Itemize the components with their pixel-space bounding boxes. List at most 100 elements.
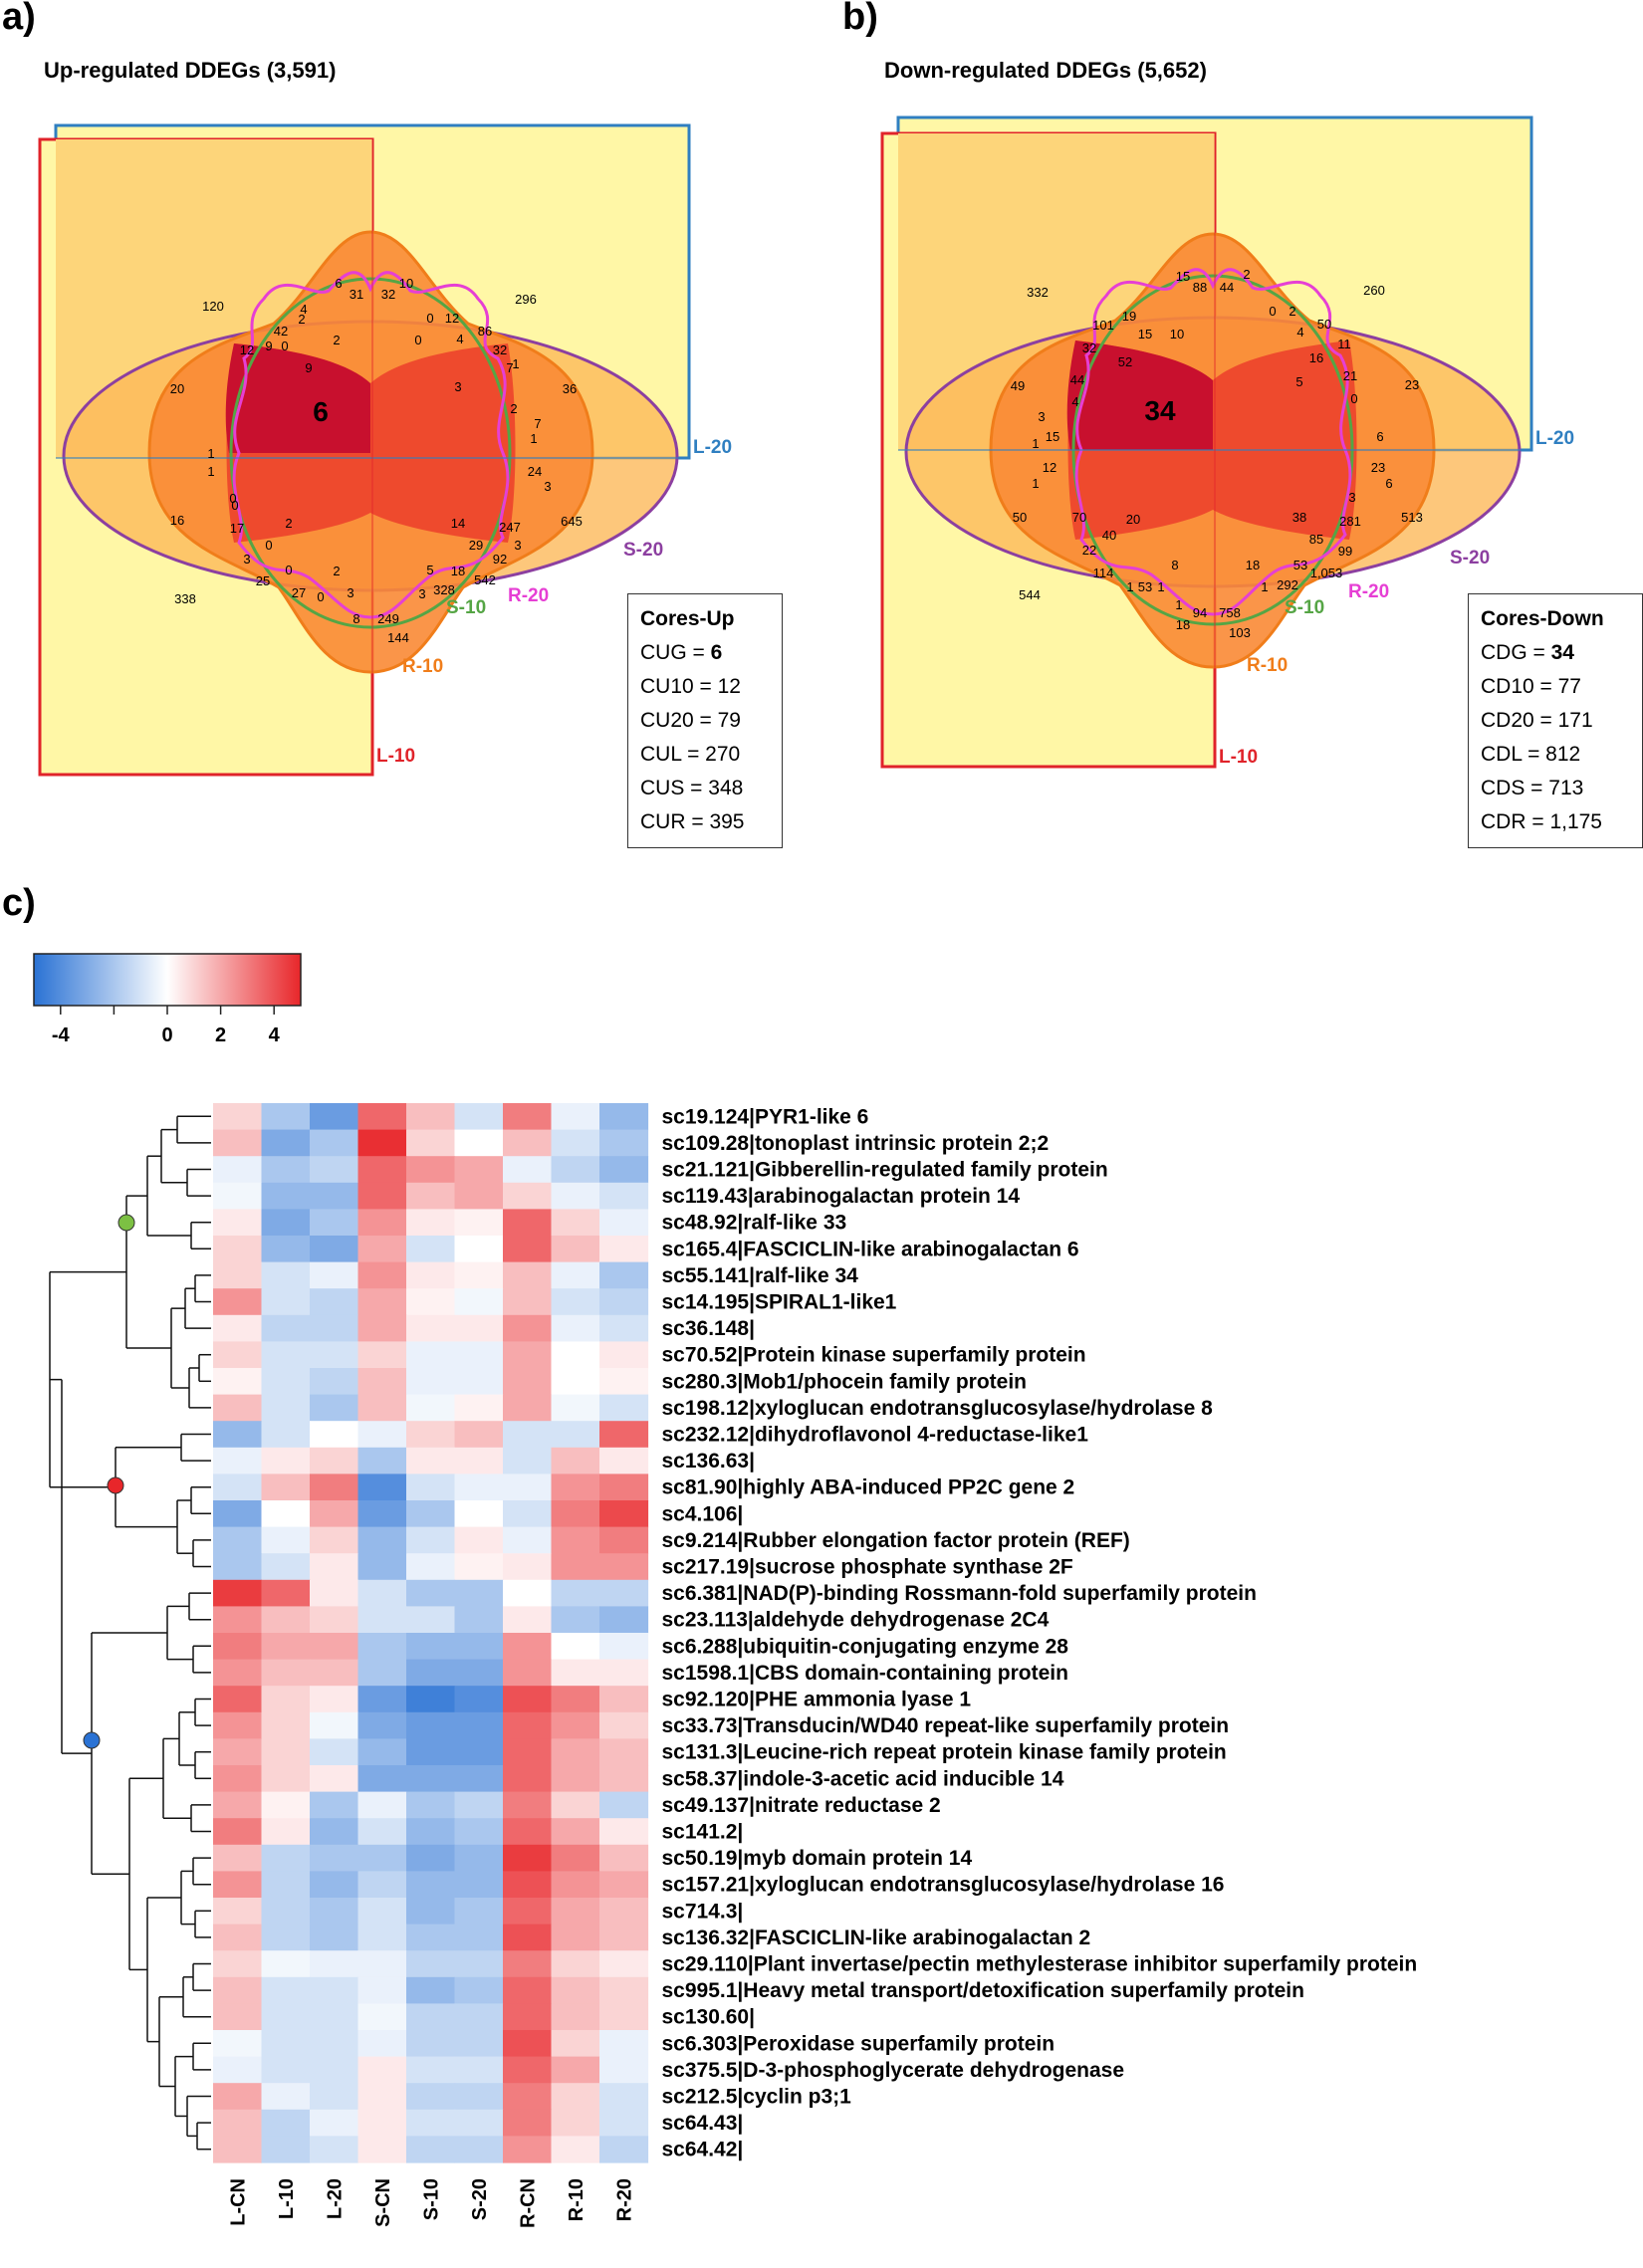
venn-down-region-value: 18 <box>1176 617 1190 632</box>
heatmap-cell <box>454 1288 504 1316</box>
column-label: L-CN <box>227 2178 249 2226</box>
heatmap-cell <box>213 1686 263 1713</box>
heatmap-cell <box>551 1553 600 1581</box>
heatmap-cell <box>357 1818 407 1846</box>
heatmap-cell <box>261 1711 311 1739</box>
heatmap-cell <box>310 2056 359 2084</box>
heatmap-cell <box>551 1579 600 1607</box>
heatmap-cell <box>357 1314 407 1342</box>
heatmap-cell <box>503 1711 553 1739</box>
venn-down-region-value: 3 <box>1038 409 1045 424</box>
heatmap-cell <box>599 1474 649 1501</box>
legend-tick-label: 0 <box>161 1024 172 1046</box>
heatmap-cell <box>454 1156 504 1184</box>
venn-up-region-value: 8 <box>352 611 359 626</box>
cores-down-box: Cores-Down CDG = 34 CD10 = 77 CD20 = 171… <box>1468 593 1643 848</box>
heatmap-cell <box>213 1844 263 1872</box>
heatmap-cell <box>454 1236 504 1263</box>
panel-a-title: Up-regulated DDEGs (3,591) <box>44 58 337 83</box>
venn-up-region-value: 18 <box>451 564 465 578</box>
gene-label: sc714.3| <box>662 1900 744 1923</box>
venn-down-region-value: 2 <box>1243 267 1250 282</box>
venn-down-region-value: 544 <box>1019 587 1041 602</box>
column-label: R-CN <box>517 2178 539 2228</box>
gene-label: sc119.43|arabinogalactan protein 14 <box>662 1185 1021 1208</box>
gene-label: sc29.110|Plant invertase/pectin methyles… <box>662 1953 1418 1976</box>
heatmap-cell <box>551 1950 600 1978</box>
legend-tick-label: 4 <box>269 1024 281 1046</box>
heatmap-cell <box>503 1526 553 1554</box>
venn-up-region-value: 0 <box>265 538 272 553</box>
venn-down-region-value: 4 <box>1071 394 1078 409</box>
heatmap-cell <box>357 1606 407 1634</box>
venn-down-region-value: 12 <box>1043 460 1056 475</box>
cores-up-row: CU20 = 79 <box>640 709 741 732</box>
cores-down-row: CD20 = 171 <box>1481 709 1593 732</box>
heatmap-cell <box>406 1209 456 1237</box>
heatmap-cell <box>454 1818 504 1846</box>
heatmap-cell <box>454 2136 504 2163</box>
venn-up-region-value: 3 <box>243 552 250 567</box>
heatmap-cell <box>503 1447 553 1474</box>
gene-label: sc136.32|FASCICLIN-like arabinogalactan … <box>662 1927 1091 1949</box>
heatmap-cell <box>406 1711 456 1739</box>
heatmap-cell <box>261 1791 311 1819</box>
venn-down-region-value: 6 <box>1376 429 1383 444</box>
venn-up-region-value: 92 <box>493 552 507 567</box>
heatmap-cell <box>551 1447 600 1474</box>
heatmap-cell <box>599 1579 649 1607</box>
venn-up-region-value: 296 <box>515 292 537 307</box>
heatmap-cell <box>551 2083 600 2111</box>
heatmap-cell <box>310 1421 359 1449</box>
heatmap-cell <box>261 1314 311 1342</box>
heatmap-cell <box>406 1579 456 1607</box>
heatmap-cell <box>503 1686 553 1713</box>
heatmap-cell <box>213 1182 263 1210</box>
venn-up-region-value: 144 <box>387 630 409 645</box>
heatmap-cell <box>310 1526 359 1554</box>
heatmap-cell <box>357 1209 407 1237</box>
venn-up-region-value: 32 <box>493 342 507 357</box>
panel-a-letter: a) <box>2 0 36 38</box>
heatmap-cell <box>310 1129 359 1157</box>
gene-label: sc212.5|cyclin p3;1 <box>662 2086 852 2109</box>
legend-tick-label: -4 <box>52 1024 71 1046</box>
heatmap-cell <box>310 1553 359 1581</box>
heatmap-cell <box>503 1738 553 1766</box>
venn-down-region-value: 23 <box>1371 460 1385 475</box>
gene-label: sc33.73|Transducin/WD40 repeat-like supe… <box>662 1714 1230 1737</box>
heatmap-cell <box>261 1447 311 1474</box>
heatmap-cell <box>503 1261 553 1289</box>
venn-up-label-l10: L-10 <box>376 746 415 767</box>
heatmap-cell <box>551 1394 600 1422</box>
heatmap-cell <box>213 1738 263 1766</box>
heatmap-cell <box>357 1182 407 1210</box>
venn-down-region-value: 5 <box>1295 374 1302 389</box>
heatmap-cell <box>261 1898 311 1926</box>
heatmap-cell <box>454 2056 504 2084</box>
heatmap-cell <box>503 1633 553 1661</box>
heatmap-cell <box>551 2030 600 2058</box>
heatmap-cell <box>503 2109 553 2137</box>
venn-down-region-value: 99 <box>1338 544 1352 559</box>
heatmap-cell <box>503 1976 553 2004</box>
legend-ticks: -4 0 2 4 <box>52 1006 281 1046</box>
venn-down-region-value: 281 <box>1339 514 1361 529</box>
heatmap-cell <box>357 1394 407 1422</box>
gene-label: sc232.12|dihydroflavonol 4-reductase-lik… <box>662 1424 1089 1447</box>
heatmap-cell <box>357 1898 407 1926</box>
heatmap-cell <box>213 1421 263 1449</box>
heatmap-cell <box>310 1182 359 1210</box>
gene-label: sc136.63| <box>662 1450 755 1473</box>
column-labels: L-CN L-10 L-20 S-CN S-10 S-20 R-CN R-10 R-20 <box>227 2178 635 2228</box>
heatmap-cell <box>551 2109 600 2137</box>
venn-up-region-value: 249 <box>377 611 399 626</box>
gene-label: sc19.124|PYR1-like 6 <box>662 1105 869 1128</box>
heatmap-cell <box>454 1659 504 1687</box>
heatmap-cell <box>357 1686 407 1713</box>
heatmap-cell <box>406 1765 456 1793</box>
gene-label: sc109.28|tonoplast intrinsic protein 2;2 <box>662 1132 1050 1155</box>
heatmap-cell <box>454 1447 504 1474</box>
gene-label: sc55.141|ralf-like 34 <box>662 1264 859 1287</box>
gene-label: sc36.148| <box>662 1317 755 1340</box>
